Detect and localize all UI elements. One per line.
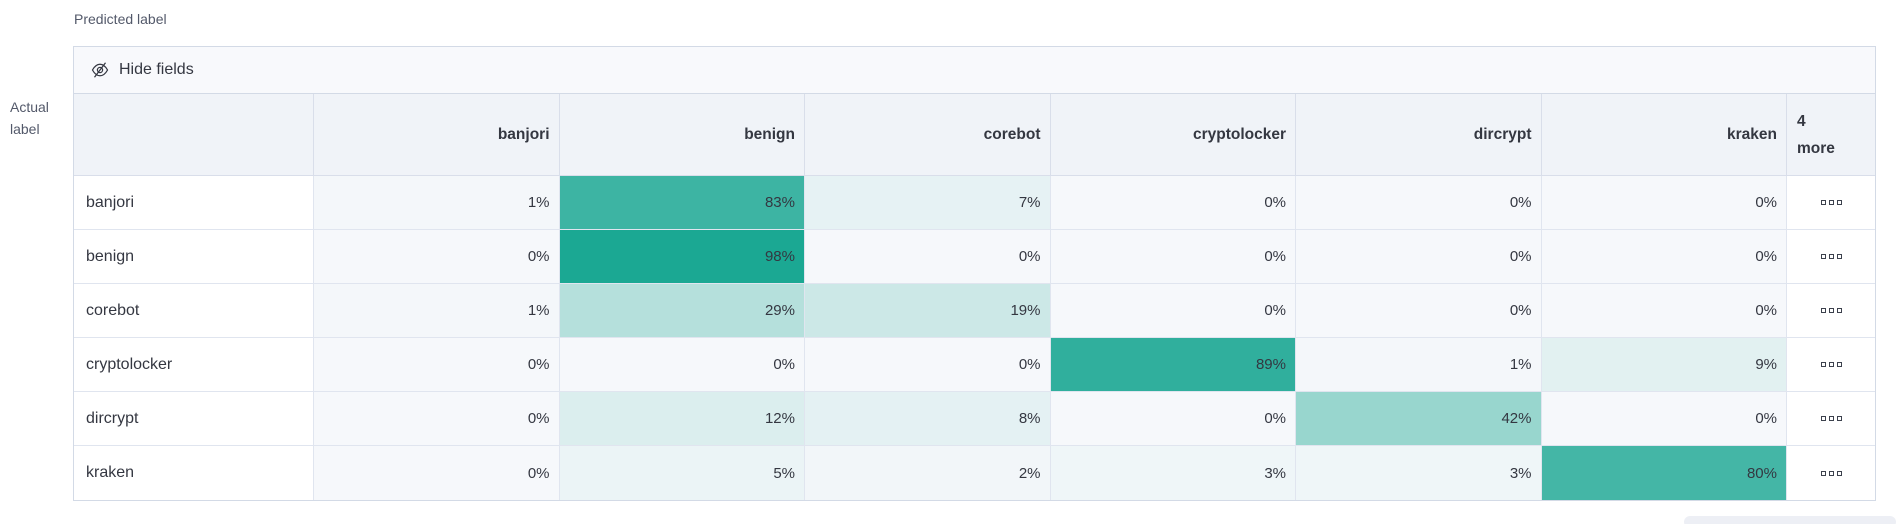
matrix-cell[interactable]: 1% bbox=[314, 176, 560, 230]
matrix-cell[interactable]: 5% bbox=[559, 446, 805, 500]
matrix-cell[interactable]: 29% bbox=[559, 284, 805, 338]
matrix-row-corebot: corebot 1% 29% 19% 0% 0% 0% bbox=[74, 284, 1875, 338]
column-header-corebot[interactable]: corebot bbox=[805, 94, 1051, 176]
boxes-horizontal-icon bbox=[1828, 362, 1834, 367]
column-header-banjori[interactable]: banjori bbox=[314, 94, 560, 176]
matrix-cell[interactable]: 9% bbox=[1541, 338, 1787, 392]
matrix-cell[interactable]: 0% bbox=[1296, 284, 1542, 338]
header-corner-cell bbox=[74, 94, 314, 176]
matrix-cell[interactable]: 0% bbox=[1541, 392, 1787, 446]
matrix-cell[interactable]: 1% bbox=[314, 284, 560, 338]
matrix-cell[interactable]: 0% bbox=[1541, 230, 1787, 284]
column-header-more[interactable]: 4 more bbox=[1787, 94, 1875, 176]
row-label: kraken bbox=[74, 446, 314, 500]
horizontal-scrollbar-thumb[interactable] bbox=[1684, 516, 1896, 524]
matrix-cell[interactable]: 83% bbox=[559, 176, 805, 230]
boxes-horizontal-icon bbox=[1828, 308, 1834, 313]
matrix-cell[interactable]: 0% bbox=[314, 446, 560, 500]
eye-closed-icon bbox=[91, 61, 109, 79]
column-header-dircrypt[interactable]: dircrypt bbox=[1296, 94, 1542, 176]
matrix-cell[interactable]: 0% bbox=[314, 230, 560, 284]
column-header-cryptolocker[interactable]: cryptolocker bbox=[1050, 94, 1296, 176]
matrix-cell[interactable]: 19% bbox=[805, 284, 1051, 338]
matrix-cell[interactable]: 42% bbox=[1296, 392, 1542, 446]
boxes-horizontal-icon bbox=[1828, 416, 1834, 421]
matrix-cell[interactable]: 0% bbox=[314, 392, 560, 446]
row-label: banjori bbox=[74, 176, 314, 230]
row-label: cryptolocker bbox=[74, 338, 314, 392]
boxes-horizontal-icon bbox=[1820, 254, 1826, 259]
boxes-horizontal-icon bbox=[1836, 416, 1842, 421]
boxes-horizontal-icon bbox=[1828, 254, 1834, 259]
matrix-cell[interactable]: 2% bbox=[805, 446, 1051, 500]
column-header-benign[interactable]: benign bbox=[559, 94, 805, 176]
matrix-cell[interactable]: 0% bbox=[314, 338, 560, 392]
boxes-horizontal-icon bbox=[1828, 470, 1834, 476]
more-columns-cell[interactable] bbox=[1787, 338, 1875, 392]
boxes-horizontal-icon bbox=[1820, 416, 1826, 421]
predicted-label-header-row: banjori benign corebot cryptolocker dircrypt… bbox=[74, 94, 1875, 176]
matrix-body: banjori 1% 83% 7% 0% 0% 0% benign 0% 98% 0% 0% 0% 0% c… bbox=[74, 176, 1875, 500]
confusion-matrix-grid: Hide fields banjori benign corebot cryptolo… bbox=[73, 46, 1876, 501]
matrix-row-dircrypt: dircrypt 0% 12% 8% 0% 42% 0% bbox=[74, 392, 1875, 446]
boxes-horizontal-icon bbox=[1836, 254, 1842, 259]
matrix-cell[interactable]: 12% bbox=[559, 392, 805, 446]
boxes-horizontal-icon bbox=[1836, 308, 1842, 313]
more-columns-cell[interactable] bbox=[1787, 392, 1875, 446]
more-label: more bbox=[1797, 139, 1835, 157]
predicted-axis-label: Predicted label bbox=[74, 11, 167, 27]
more-count: 4 bbox=[1797, 112, 1806, 130]
matrix-cell[interactable]: 0% bbox=[1541, 176, 1787, 230]
row-label: corebot bbox=[74, 284, 314, 338]
matrix-row-banjori: banjori 1% 83% 7% 0% 0% 0% bbox=[74, 176, 1875, 230]
matrix-row-kraken: kraken 0% 5% 2% 3% 3% 80% bbox=[74, 446, 1875, 500]
boxes-horizontal-icon bbox=[1820, 308, 1826, 313]
more-columns-cell[interactable] bbox=[1787, 176, 1875, 230]
boxes-horizontal-icon bbox=[1836, 200, 1842, 205]
actual-axis-label-line1: Actual bbox=[10, 99, 49, 115]
matrix-cell[interactable]: 1% bbox=[1296, 338, 1542, 392]
boxes-horizontal-icon bbox=[1836, 362, 1842, 367]
boxes-horizontal-icon bbox=[1820, 200, 1826, 205]
boxes-horizontal-icon bbox=[1820, 470, 1826, 476]
boxes-horizontal-icon bbox=[1820, 362, 1826, 367]
actual-axis-label-line2: label bbox=[10, 121, 40, 137]
boxes-horizontal-icon bbox=[1836, 470, 1842, 476]
matrix-row-benign: benign 0% 98% 0% 0% 0% 0% bbox=[74, 230, 1875, 284]
matrix-cell[interactable]: 0% bbox=[1296, 230, 1542, 284]
row-label: dircrypt bbox=[74, 392, 314, 446]
matrix-cell[interactable]: 0% bbox=[805, 338, 1051, 392]
more-columns-cell[interactable] bbox=[1787, 446, 1875, 500]
matrix-cell[interactable]: 0% bbox=[559, 338, 805, 392]
more-columns-cell[interactable] bbox=[1787, 284, 1875, 338]
matrix-cell[interactable]: 7% bbox=[805, 176, 1051, 230]
matrix-cell[interactable]: 0% bbox=[805, 230, 1051, 284]
matrix-cell[interactable]: 0% bbox=[1050, 284, 1296, 338]
actual-axis-label: Actual label bbox=[10, 96, 49, 140]
row-label: benign bbox=[74, 230, 314, 284]
matrix-cell[interactable]: 0% bbox=[1541, 284, 1787, 338]
hide-fields-label: Hide fields bbox=[119, 61, 194, 78]
matrix-cell[interactable]: 3% bbox=[1296, 446, 1542, 500]
matrix-cell[interactable]: 80% bbox=[1541, 446, 1787, 500]
column-header-kraken[interactable]: kraken bbox=[1541, 94, 1787, 176]
matrix-cell[interactable]: 0% bbox=[1050, 392, 1296, 446]
hide-fields-button[interactable]: Hide fields bbox=[74, 47, 1875, 94]
matrix-cell[interactable]: 8% bbox=[805, 392, 1051, 446]
matrix-cell[interactable]: 0% bbox=[1050, 176, 1296, 230]
matrix-row-cryptolocker: cryptolocker 0% 0% 0% 89% 1% 9% bbox=[74, 338, 1875, 392]
matrix-cell[interactable]: 3% bbox=[1050, 446, 1296, 500]
matrix-cell[interactable]: 0% bbox=[1296, 176, 1542, 230]
boxes-horizontal-icon bbox=[1828, 200, 1834, 205]
matrix-cell[interactable]: 0% bbox=[1050, 230, 1296, 284]
more-columns-cell[interactable] bbox=[1787, 230, 1875, 284]
matrix-cell[interactable]: 98% bbox=[559, 230, 805, 284]
matrix-cell[interactable]: 89% bbox=[1050, 338, 1296, 392]
